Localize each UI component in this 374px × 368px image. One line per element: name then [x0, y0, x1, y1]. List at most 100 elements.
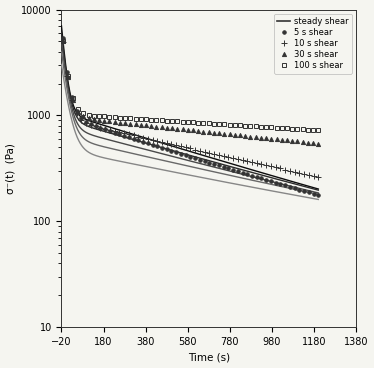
Line: 10 s shear: 10 s shear — [59, 38, 321, 180]
100 s shear — [113, 115, 117, 119]
100 s shear — [97, 114, 101, 118]
100 s shear — [238, 123, 242, 128]
30 s shear — [295, 139, 300, 144]
100 s shear — [196, 120, 200, 125]
5 s shear — [311, 191, 316, 196]
30 s shear — [60, 39, 65, 43]
100 s shear — [186, 120, 190, 124]
Legend: steady shear, 5 s shear, 10 s shear, 30 s shear, 100 s shear: steady shear, 5 s shear, 10 s shear, 30 … — [274, 14, 352, 74]
100 s shear — [233, 123, 237, 127]
100 s shear — [118, 115, 122, 120]
100 s shear — [264, 125, 268, 129]
100 s shear — [60, 38, 65, 43]
30 s shear — [102, 118, 107, 123]
100 s shear — [254, 124, 258, 129]
30 s shear — [81, 114, 86, 118]
30 s shear — [118, 120, 122, 125]
100 s shear — [165, 118, 169, 123]
100 s shear — [279, 126, 284, 130]
100 s shear — [290, 127, 294, 131]
10 s shear — [89, 123, 93, 127]
30 s shear — [113, 120, 117, 124]
5 s shear — [108, 129, 112, 133]
30 s shear — [139, 123, 143, 127]
Y-axis label: σ⁻(t)  (Pa): σ⁻(t) (Pa) — [6, 143, 16, 194]
30 s shear — [254, 135, 258, 139]
100 s shear — [92, 113, 96, 118]
100 s shear — [134, 116, 138, 121]
30 s shear — [71, 98, 75, 103]
Line: 100 s shear: 100 s shear — [61, 38, 321, 132]
30 s shear — [165, 125, 169, 130]
100 s shear — [269, 125, 273, 130]
30 s shear — [86, 116, 91, 121]
30 s shear — [134, 122, 138, 127]
100 s shear — [316, 128, 321, 132]
100 s shear — [65, 74, 70, 78]
30 s shear — [159, 125, 164, 129]
30 s shear — [316, 141, 321, 146]
100 s shear — [144, 117, 148, 121]
100 s shear — [76, 107, 80, 111]
30 s shear — [191, 128, 195, 133]
100 s shear — [170, 119, 174, 123]
30 s shear — [149, 124, 153, 128]
30 s shear — [144, 123, 148, 128]
10 s shear — [122, 131, 126, 135]
30 s shear — [76, 110, 80, 114]
10 s shear — [316, 174, 321, 179]
100 s shear — [159, 118, 164, 123]
100 s shear — [71, 96, 75, 100]
30 s shear — [212, 131, 216, 135]
30 s shear — [154, 124, 159, 129]
100 s shear — [81, 111, 86, 115]
100 s shear — [86, 113, 91, 117]
100 s shear — [107, 114, 112, 119]
100 s shear — [206, 121, 211, 125]
100 s shear — [191, 120, 195, 125]
30 s shear — [201, 130, 206, 134]
100 s shear — [311, 128, 315, 132]
30 s shear — [128, 121, 133, 126]
100 s shear — [149, 117, 153, 122]
30 s shear — [300, 140, 305, 144]
30 s shear — [306, 140, 310, 145]
10 s shear — [155, 139, 159, 143]
100 s shear — [306, 128, 310, 132]
100 s shear — [128, 116, 133, 120]
100 s shear — [212, 121, 216, 126]
30 s shear — [97, 118, 101, 123]
30 s shear — [311, 141, 315, 145]
5 s shear — [288, 185, 292, 189]
10 s shear — [288, 168, 292, 173]
30 s shear — [227, 132, 232, 137]
100 s shear — [259, 124, 263, 129]
30 s shear — [238, 133, 242, 138]
100 s shear — [300, 127, 305, 132]
10 s shear — [311, 173, 316, 178]
30 s shear — [92, 117, 96, 122]
30 s shear — [269, 137, 273, 141]
100 s shear — [175, 119, 180, 124]
100 s shear — [102, 114, 107, 119]
30 s shear — [186, 128, 190, 132]
100 s shear — [227, 123, 232, 127]
5 s shear — [60, 36, 65, 40]
30 s shear — [206, 130, 211, 134]
100 s shear — [139, 117, 143, 121]
30 s shear — [285, 138, 289, 142]
100 s shear — [217, 122, 221, 126]
100 s shear — [274, 125, 279, 130]
30 s shear — [196, 129, 200, 133]
100 s shear — [285, 126, 289, 131]
30 s shear — [175, 127, 180, 131]
30 s shear — [264, 136, 268, 141]
Line: 30 s shear: 30 s shear — [61, 39, 321, 146]
30 s shear — [290, 139, 294, 143]
30 s shear — [170, 126, 174, 130]
30 s shear — [65, 75, 70, 79]
30 s shear — [259, 135, 263, 140]
100 s shear — [180, 120, 185, 124]
30 s shear — [222, 132, 227, 136]
100 s shear — [295, 127, 300, 131]
